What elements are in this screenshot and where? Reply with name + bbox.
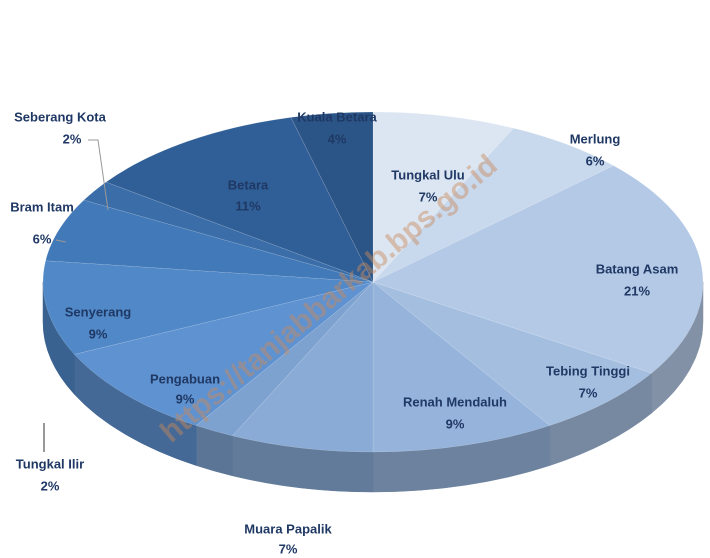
slice-label: Kuala Betara [297, 109, 377, 124]
slice-label: Batang Asam [596, 261, 679, 276]
slice-label: Renah Mendaluh [403, 394, 507, 409]
slice-label: Tungkal Ulu [391, 167, 464, 182]
slice [232, 281, 374, 453]
slice [372, 165, 704, 374]
slice [83, 181, 374, 283]
slice-value-label: 11% [235, 198, 261, 213]
slice [45, 199, 374, 283]
slice [372, 281, 551, 453]
slice [105, 117, 374, 283]
slice [42, 260, 374, 355]
slice-label: Muara Papalik [244, 521, 332, 536]
slice [372, 111, 514, 283]
slice [290, 111, 374, 283]
slice-value-label: 9% [176, 391, 195, 406]
slice-value-label: 7% [279, 541, 298, 556]
slice-label: Merlung [570, 131, 621, 146]
slice-value-label: 6% [586, 153, 605, 168]
slice-label: Pengabuan [150, 371, 220, 386]
slice-label: Betara [228, 177, 269, 192]
slice-label: Tungkal Ilir [16, 456, 84, 471]
slice-value-label: 9% [89, 326, 108, 341]
leader-line [88, 139, 109, 211]
slice-value-label: 6% [33, 231, 52, 246]
slice-value-label: 9% [446, 416, 465, 431]
slice [372, 128, 614, 283]
slice-label: Senyerang [65, 304, 132, 319]
slice [74, 281, 374, 426]
leader-line [55, 239, 67, 243]
slice-value-label: 21% [624, 283, 650, 298]
slice [372, 281, 652, 426]
slice-value-label: 7% [579, 385, 598, 400]
slice-label: Bram Itam [10, 199, 74, 214]
slice-value-label: 7% [419, 189, 438, 204]
slice-label: Seberang Kota [14, 109, 107, 124]
slice-label: Tebing Tinggi [546, 363, 630, 378]
slice-value-label: 4% [328, 131, 347, 146]
slice-value-label: 2% [41, 478, 60, 493]
slice [195, 281, 374, 436]
slice-value-label: 2% [63, 131, 82, 146]
